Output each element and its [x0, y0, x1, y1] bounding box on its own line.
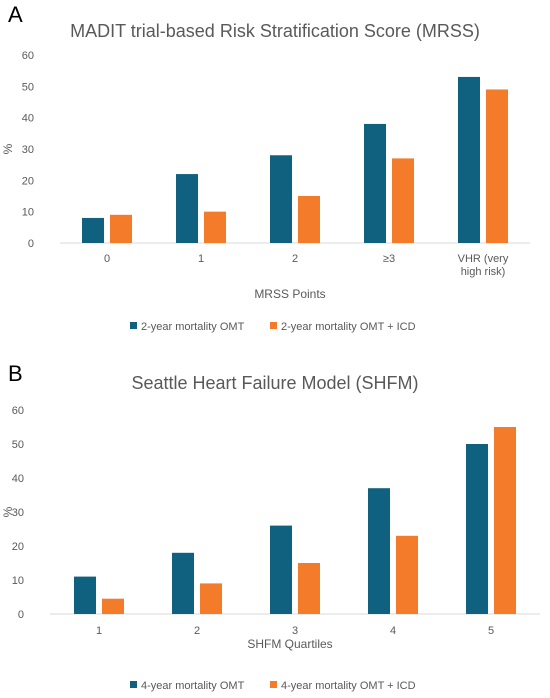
- legend-swatch: [270, 681, 277, 688]
- bar-omt: [82, 217, 104, 243]
- bar-omt: [364, 123, 386, 243]
- x-tick-label: 2: [194, 625, 200, 637]
- bar-omt-icd: [110, 214, 132, 243]
- bar-omt-icd: [200, 583, 222, 614]
- bar-omt: [270, 525, 292, 614]
- y-tick-label: 20: [12, 541, 24, 553]
- bar-omt-icd: [204, 211, 226, 243]
- legend-label: 4-year mortality OMT: [141, 680, 245, 692]
- y-tick-label: 0: [28, 238, 34, 250]
- x-tick-label: 1: [198, 253, 204, 265]
- bar-omt: [270, 155, 292, 243]
- y-tick-label: 40: [12, 473, 24, 485]
- x-tick-label: 2: [292, 253, 298, 265]
- x-tick-label: ≥3: [383, 253, 395, 265]
- shfm-chart: Seattle Heart Failure Model (SHFM) 0 10 20 3…: [1, 373, 540, 692]
- bar-omt: [74, 576, 96, 614]
- y-axis-title: %: [1, 143, 15, 154]
- mrss-chart: MADIT trial-based Risk Stratification Sc…: [1, 21, 530, 333]
- y-tick-label: 60: [22, 50, 34, 62]
- y-tick-label: 0: [18, 609, 24, 621]
- chart-panel-b: B Seattle Heart Failure Model (SHFM) 0 10 2…: [0, 355, 550, 698]
- chart-title: Seattle Heart Failure Model (SHFM): [131, 373, 418, 393]
- panel-letter-a: A: [8, 2, 23, 27]
- legend-swatch: [130, 322, 137, 329]
- y-tick-label: 40: [22, 113, 34, 125]
- bar-omt-icd: [486, 89, 508, 243]
- bar-omt-icd: [494, 427, 516, 614]
- bar-omt-icd: [392, 158, 414, 243]
- bar-omt-icd: [298, 196, 320, 243]
- x-axis-title: SHFM Quartiles: [247, 637, 332, 651]
- y-tick-label: 20: [22, 175, 34, 187]
- y-tick-label: 30: [12, 507, 24, 519]
- bar-omt-icd: [298, 563, 320, 614]
- y-tick-label: 10: [22, 207, 34, 219]
- x-tick-label: 5: [488, 625, 494, 637]
- x-axis-title: MRSS Points: [254, 287, 325, 301]
- bar-omt-icd: [102, 598, 124, 614]
- y-tick-label: 30: [22, 144, 34, 156]
- x-tick-label: 4: [390, 625, 396, 637]
- bar-omt: [458, 76, 480, 243]
- bar-omt: [176, 174, 198, 243]
- chart-title: MADIT trial-based Risk Stratification Sc…: [70, 21, 480, 41]
- bar-omt: [368, 488, 390, 614]
- legend-label: 2-year mortality OMT: [141, 321, 245, 333]
- panel-letter-b: B: [8, 361, 23, 386]
- x-tick-label: 3: [292, 625, 298, 637]
- bar-omt: [466, 444, 488, 614]
- y-tick-label: 50: [22, 81, 34, 93]
- y-tick-label: 50: [12, 439, 24, 451]
- legend-swatch: [130, 681, 137, 688]
- legend-label: 4-year mortality OMT + ICD: [281, 680, 416, 692]
- x-tick-label: VHR (very high risk): [458, 253, 509, 278]
- x-tick-label: 1: [96, 625, 102, 637]
- chart-panel-a: A MADIT trial-based Risk Stratification …: [0, 0, 550, 345]
- y-tick-label: 10: [12, 575, 24, 587]
- bar-omt-icd: [396, 535, 418, 614]
- y-axis-title: %: [1, 506, 15, 517]
- y-tick-label: 60: [12, 405, 24, 417]
- x-tick-label: 0: [104, 253, 110, 265]
- legend-swatch: [270, 322, 277, 329]
- legend-label: 2-year mortality OMT + ICD: [281, 321, 416, 333]
- bar-omt: [172, 552, 194, 614]
